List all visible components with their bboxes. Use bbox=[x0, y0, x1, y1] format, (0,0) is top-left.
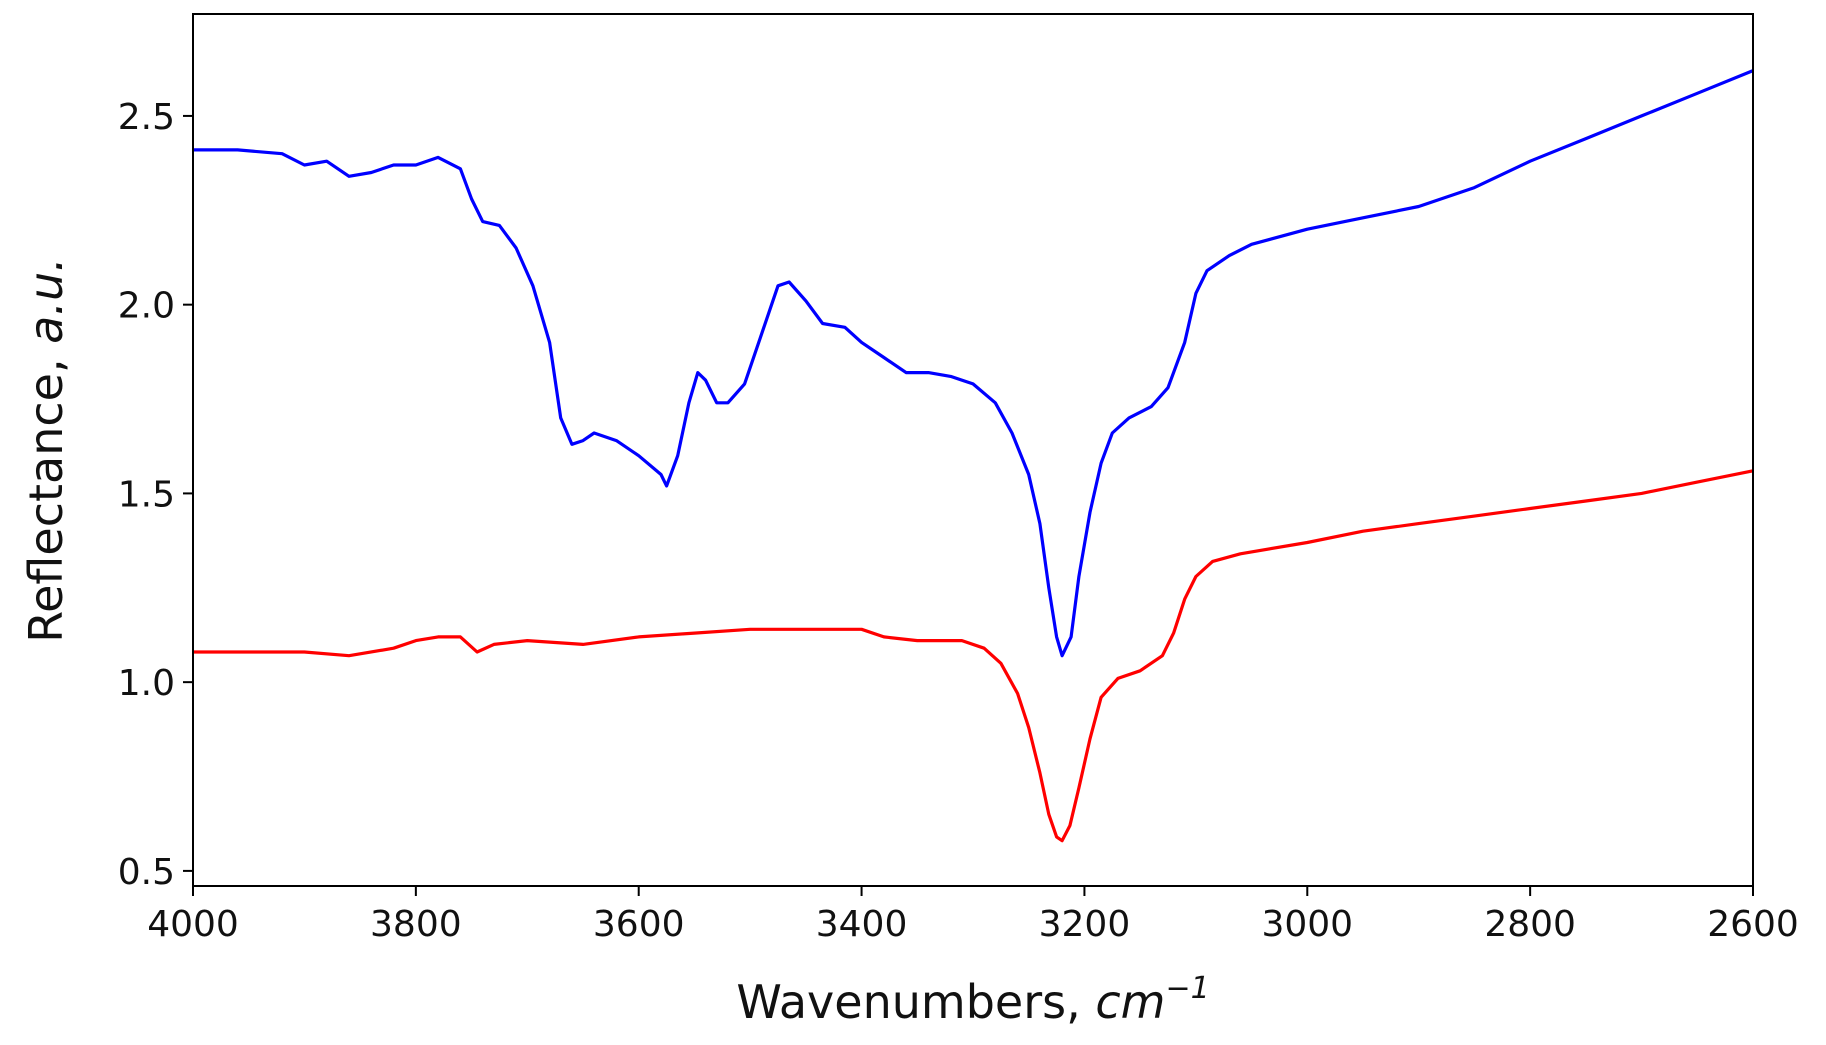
x-axis-label: Wavenumbers, cm−1 bbox=[736, 971, 1209, 1029]
x-axis-ticks: 4000 3800 3600 3400 3200 3000 2800 2600 bbox=[147, 886, 1799, 945]
x-tick-label: 3400 bbox=[816, 904, 908, 945]
x-tick-label: 3000 bbox=[1261, 904, 1353, 945]
x-tick-label: 3600 bbox=[593, 904, 685, 945]
y-tick-label: 0.5 bbox=[118, 852, 175, 893]
series-line-2 bbox=[193, 469, 1754, 843]
y-tick-label: 1.5 bbox=[118, 474, 175, 515]
series-line-1 bbox=[193, 69, 1754, 658]
x-tick-label: 3200 bbox=[1039, 904, 1131, 945]
y-tick-label: 2.5 bbox=[118, 97, 175, 138]
y-axis-ticks: 0.5 1.0 1.5 2.0 2.5 bbox=[118, 97, 193, 893]
y-tick-label: 1.0 bbox=[118, 663, 175, 704]
y-tick-label: 2.0 bbox=[118, 286, 175, 327]
x-tick-label: 3800 bbox=[370, 904, 462, 945]
plot-frame bbox=[192, 13, 1754, 887]
x-tick-label: 2800 bbox=[1484, 904, 1576, 945]
y-axis-label: Reflectance, a.u. bbox=[19, 257, 73, 643]
x-tick-label: 2600 bbox=[1707, 904, 1799, 945]
series-lines bbox=[193, 69, 1754, 843]
x-tick-label: 4000 bbox=[147, 904, 239, 945]
